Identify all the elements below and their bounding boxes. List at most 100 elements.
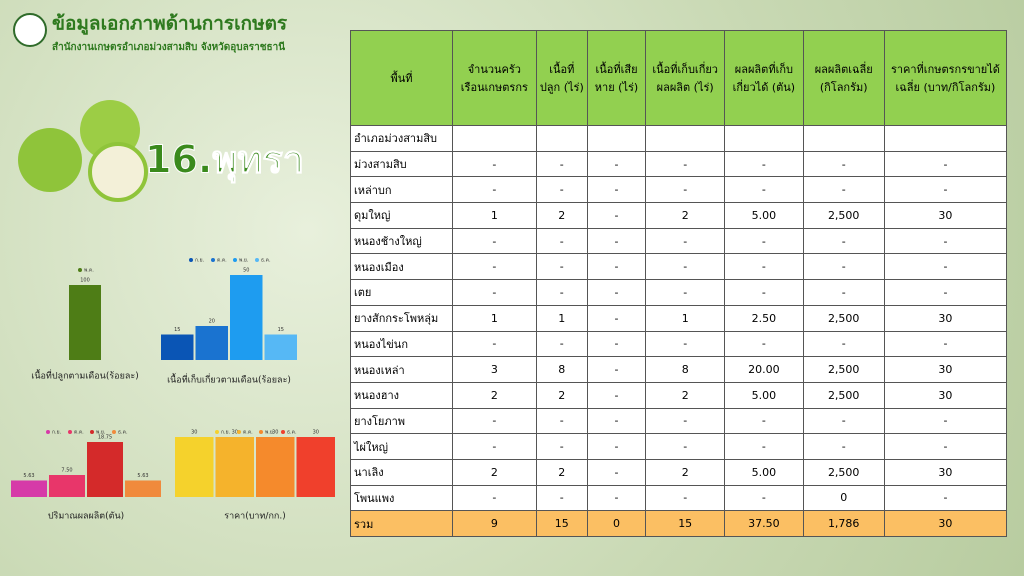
- cell: 1,786: [802, 510, 885, 537]
- column-header: เนื้อที่เก็บเกี่ยวผลผลิต (ไร่): [645, 30, 726, 126]
- table-row: นาเลิง 2 2-2 5.00 2,500 30: [350, 458, 1008, 486]
- chart-title: ราคา(บาท/กก.): [224, 512, 285, 522]
- data-label: 5.63: [137, 473, 148, 479]
- legend-label: ก.ย.: [221, 430, 231, 436]
- legend-swatch: [281, 430, 285, 434]
- cell: 9: [452, 510, 537, 537]
- cell: -: [452, 227, 537, 255]
- cell: -: [724, 253, 804, 281]
- legend-swatch: [112, 430, 116, 434]
- cell: 2: [452, 381, 537, 409]
- bar: [264, 334, 297, 360]
- cell: 1: [645, 304, 726, 332]
- column-header: จำนวนครัวเรือนเกษตรกร: [452, 30, 537, 126]
- cell: [586, 125, 647, 152]
- data-label: 100: [80, 278, 90, 284]
- legend-label: ต.ค.: [74, 430, 84, 436]
- cell: 2: [535, 202, 588, 229]
- cell: 2,500: [802, 381, 885, 409]
- bar: [49, 475, 85, 497]
- cell: [535, 125, 588, 152]
- cell: โพนแพง: [350, 484, 453, 512]
- legend-label: ธ.ค.: [287, 430, 297, 436]
- bar: [11, 480, 47, 497]
- cell: 2: [645, 202, 726, 229]
- cell: 2: [535, 381, 588, 409]
- cell: 2.50: [724, 304, 804, 332]
- legend-label: พ.ย.: [96, 430, 106, 436]
- data-label: 30: [232, 430, 238, 436]
- table-row: หนองเมือง - - - - - - -: [350, 253, 1008, 281]
- cell: -: [452, 150, 537, 178]
- cell: [452, 125, 537, 152]
- cell: -: [645, 253, 726, 281]
- cell: 30: [883, 304, 1008, 332]
- cell: -: [724, 150, 804, 178]
- cell: -: [724, 407, 804, 435]
- cell: -: [452, 433, 537, 460]
- cell: 1: [452, 304, 537, 332]
- cell: 3: [452, 356, 537, 383]
- cell: 2,500: [802, 202, 885, 229]
- bar: [230, 275, 263, 360]
- cell: 15: [645, 510, 726, 537]
- table-row: ดุมใหญ่ 1 2-2 5.00 2,500 30: [350, 202, 1008, 229]
- total-row: รวม 9 15 0 15 37.50 1,786 30: [350, 510, 1008, 537]
- cell: -: [883, 150, 1008, 178]
- cell: -: [645, 433, 726, 460]
- cell: 2,500: [802, 304, 885, 332]
- cell: หนองไข่นก: [350, 330, 453, 358]
- cell: 0: [586, 510, 647, 537]
- legend-swatch: [78, 268, 82, 272]
- cell: -: [586, 227, 647, 255]
- cell: -: [645, 330, 726, 358]
- cell: -: [586, 253, 647, 281]
- cell: 2,500: [802, 356, 885, 383]
- bar: [215, 437, 254, 497]
- bar: [87, 442, 123, 497]
- table-row: ยางสักกระโพหลุ่ม 1 1-1 2.50 2,500 30: [350, 304, 1008, 332]
- cell: -: [586, 407, 647, 435]
- cell: -: [586, 150, 647, 178]
- cell: -: [802, 150, 885, 178]
- cell: ไผ่ใหญ่: [350, 433, 453, 460]
- cell: -: [452, 407, 537, 435]
- bar: [195, 326, 228, 360]
- crop-name: 16.พุทรา: [145, 138, 304, 184]
- cell: หนองช้างใหญ่: [350, 227, 453, 255]
- cell: -: [883, 227, 1008, 255]
- cell: -: [802, 253, 885, 281]
- data-label: 7.50: [61, 468, 72, 474]
- bar: [256, 437, 295, 497]
- cell: -: [883, 330, 1008, 358]
- column-header: ราคาที่เกษตรกรขายได้เฉลี่ย (บาท/กิโลกรัม…: [883, 30, 1008, 126]
- cell: หนองเหล่า: [350, 356, 453, 383]
- cell: 30: [883, 510, 1008, 537]
- cell: -: [883, 433, 1008, 460]
- cell: 0: [802, 484, 885, 512]
- data-label: 20: [209, 319, 215, 325]
- cell: 5.00: [724, 202, 804, 229]
- cell: -: [802, 176, 885, 204]
- cell: 30: [883, 458, 1008, 486]
- cell: -: [645, 407, 726, 435]
- cell: 5.00: [724, 381, 804, 409]
- cell: -: [535, 176, 588, 204]
- legend-label: ธ.ค.: [118, 430, 128, 436]
- cell: -: [724, 176, 804, 204]
- subtitle: สำนักงานเกษตรอำเภอม่วงสามสิบ จังหวัดอุบล…: [52, 41, 285, 53]
- cell: -: [535, 433, 588, 460]
- data-label: 18.75: [98, 435, 112, 441]
- legend-swatch: [237, 430, 241, 434]
- legend-swatch: [233, 258, 237, 262]
- legend-swatch: [68, 430, 72, 434]
- legend-label: ธ.ค.: [261, 258, 271, 264]
- cell: -: [452, 253, 537, 281]
- cell: 37.50: [724, 510, 804, 537]
- fruit: [18, 128, 82, 192]
- cell: -: [586, 484, 647, 512]
- cell: -: [883, 407, 1008, 435]
- data-label: 15: [174, 327, 180, 333]
- legend-swatch: [90, 430, 94, 434]
